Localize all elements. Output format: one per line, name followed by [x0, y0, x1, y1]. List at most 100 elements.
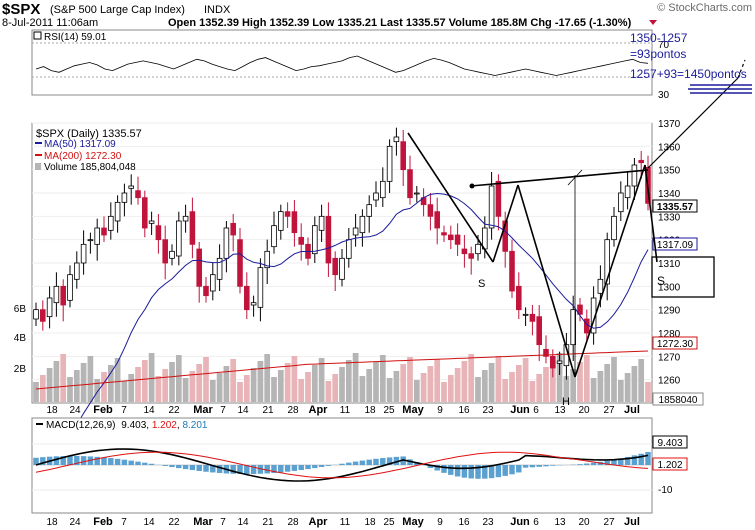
candle: [230, 214, 236, 252]
symbol-name: (S&P 500 Large Cap Index): [50, 4, 185, 16]
macd-hist-bar: [312, 465, 318, 469]
candle-body: [407, 169, 413, 199]
rsi-tick-30: 30: [658, 90, 670, 101]
volume-bar: [352, 353, 359, 402]
rsi-legend-box: [33, 31, 42, 40]
macd-hist-bar: [305, 465, 311, 470]
candle-body: [244, 285, 250, 311]
candle-body: [169, 250, 175, 259]
date-tick-label: 7: [220, 517, 226, 528]
candle: [80, 230, 87, 275]
volume-bar: [583, 355, 590, 402]
macd-hist-bar: [536, 465, 542, 467]
exchange: INDX: [204, 4, 231, 16]
macd-hist-bar: [359, 460, 366, 465]
candle: [182, 204, 189, 233]
last-price-badge: [652, 199, 698, 213]
macd-tick-neg10: -10: [658, 485, 673, 496]
candle-body: [176, 220, 182, 257]
date-tick-label: 25: [383, 405, 395, 416]
candle-body: [624, 185, 631, 199]
vol-tick-2b: 2B: [14, 364, 27, 375]
macd-hist-bar: [189, 465, 196, 471]
volume-bar: [420, 373, 427, 402]
date-tick-label: 24: [69, 517, 81, 528]
date-tick-label: 7: [220, 405, 226, 416]
candle-body: [332, 257, 338, 276]
volume-bar: [189, 371, 196, 402]
macd-hist-bar: [114, 458, 121, 465]
volume-bar: [475, 377, 481, 402]
volume-bar: [318, 358, 325, 402]
macd-hist-bar: [482, 465, 488, 479]
volume-bar: [80, 363, 87, 402]
candle-body: [108, 215, 114, 231]
price-legend-title: $SPX (Daily) 1335.57: [36, 128, 142, 140]
ma50-badge-text: 1317.09: [657, 240, 694, 251]
candle: [162, 225, 168, 280]
candle-body: [203, 285, 209, 297]
candle-body: [448, 234, 454, 241]
macd-hist-bar: [441, 465, 447, 473]
price-badges: 1335.57 1317.09 1272.30 1858040: [652, 199, 704, 406]
neckline-start-point: [469, 183, 475, 189]
macd-hist-bar: [346, 462, 352, 465]
volume-bar: [407, 357, 413, 402]
macd-hist-bar: [604, 460, 610, 465]
candle-body: [631, 164, 638, 187]
macd-hist-bar: [74, 455, 80, 465]
volume-bar: [284, 363, 291, 402]
symbol: $SPX: [2, 1, 40, 18]
candle-body: [346, 239, 352, 259]
volume-bar: [481, 370, 488, 402]
quote-line: Open 1352.39 High 1352.39 Low 1335.21 La…: [168, 17, 632, 29]
volume-bar: [46, 368, 53, 402]
macd-hist-bar: [584, 463, 590, 465]
macd-hist-bar: [638, 453, 644, 465]
neckline: [470, 169, 649, 187]
candle: [278, 204, 284, 240]
volume-bar: [94, 379, 101, 402]
candle: [291, 200, 298, 247]
candle: [244, 272, 250, 319]
macd-hist-bar: [203, 465, 209, 472]
candle: [543, 335, 549, 364]
candle: [352, 214, 359, 247]
candle: [223, 221, 230, 273]
macd-label-prefix: MACD(12,26,9): [46, 420, 115, 431]
candle-body: [230, 222, 236, 236]
volume-bar: [162, 369, 169, 402]
macd-hist-bar: [318, 465, 325, 468]
candle-body: [101, 227, 107, 236]
volume-bar: [33, 382, 39, 402]
candle: [94, 218, 100, 261]
macd-hist-bar: [550, 465, 556, 466]
volume-bar: [502, 379, 509, 402]
macd-hist-bar: [278, 465, 284, 473]
macd-hist-bar: [618, 458, 624, 465]
volume-bar: [604, 364, 611, 402]
candle: [604, 232, 610, 301]
candle: [386, 139, 393, 193]
candle-body: [618, 192, 624, 213]
volume-bar: [345, 360, 352, 402]
candle-body: [380, 180, 386, 199]
candle: [284, 202, 291, 228]
candle: [148, 211, 155, 235]
macd-hist-bar: [33, 457, 39, 465]
date-tick-label: 27: [603, 517, 615, 528]
candle-body: [46, 297, 53, 318]
macd-hist-bar: [244, 465, 250, 475]
volume-bar: [515, 365, 522, 402]
macd-hist-value: 8.201: [182, 420, 207, 431]
candle: [264, 239, 270, 284]
macd-hist-bar: [454, 465, 461, 477]
volume-bar: [624, 373, 631, 402]
macd-hist-bar: [67, 455, 73, 465]
volume-bar: [332, 374, 339, 402]
target-result-text: 1257+93=1450pontos: [630, 67, 747, 81]
candle: [216, 244, 223, 291]
candle: [509, 239, 515, 298]
date-tick-label: 11: [340, 517, 351, 528]
